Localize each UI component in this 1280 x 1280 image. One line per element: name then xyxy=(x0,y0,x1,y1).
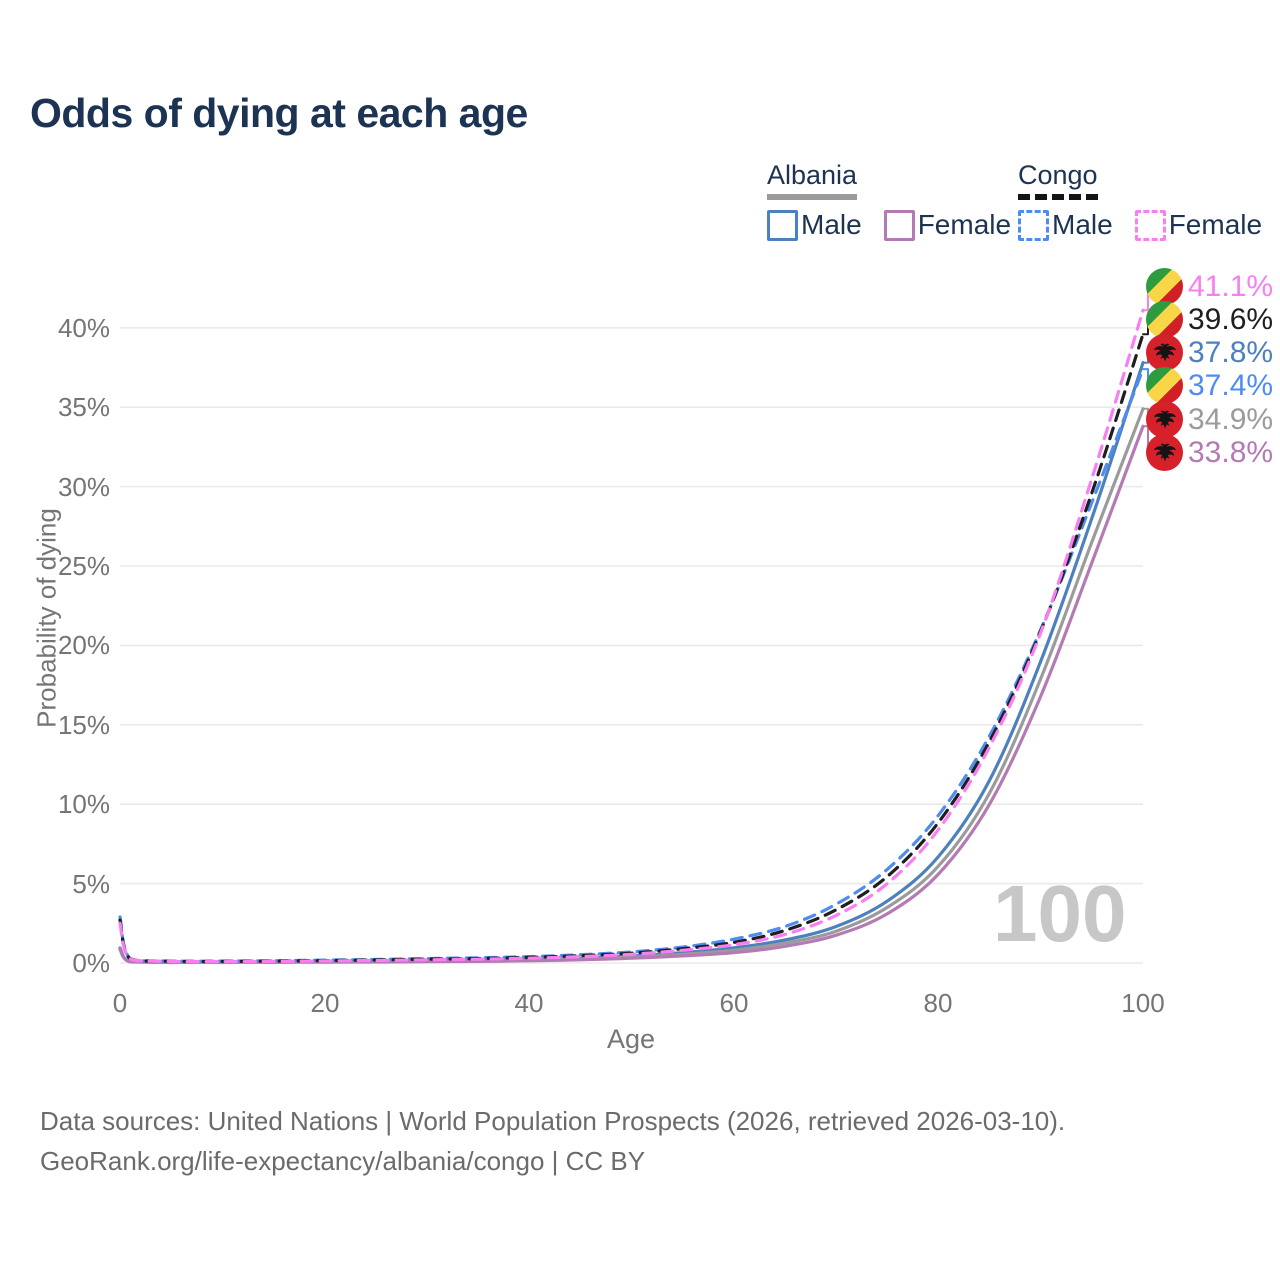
footer-attribution: GeoRank.org/life-expectancy/albania/cong… xyxy=(40,1146,646,1176)
eagle-icon xyxy=(1153,443,1176,461)
albania-flag-icon xyxy=(1146,334,1183,371)
eagle-icon xyxy=(1153,343,1176,361)
legend-country-albania[interactable]: Albania xyxy=(767,160,858,200)
end-label-albania-male: 37.8% xyxy=(1188,336,1274,369)
x-tick-60: 60 xyxy=(719,988,749,1018)
series-line-albania-female xyxy=(118,424,1145,965)
legend-label-congo-male: Male xyxy=(1052,209,1113,240)
x-axis-title: Age xyxy=(606,1024,656,1054)
end-label-congo-female: 41.1% xyxy=(1188,270,1274,303)
series-line-congo-male xyxy=(118,367,1145,963)
footer-data-sources: Data sources: United Nations | World Pop… xyxy=(40,1106,1066,1136)
x-tick-100: 100 xyxy=(1121,988,1165,1018)
end-label-congo-total: 39.6% xyxy=(1188,303,1274,336)
page-title: Odds of dying at each age xyxy=(30,90,528,136)
congo-flag-icon xyxy=(1146,367,1183,404)
y-tick-35: 35% xyxy=(57,392,110,422)
series-line-congo-female xyxy=(118,308,1145,964)
legend-country-congo[interactable]: Congo xyxy=(1018,160,1098,200)
y-tick-15: 15% xyxy=(57,710,110,740)
legend-checkbox-albania-female[interactable] xyxy=(883,209,915,241)
legend-label-albania-female: Female xyxy=(917,209,1012,240)
albania-flag-icon xyxy=(1146,434,1183,471)
congo-flag-icon xyxy=(1146,268,1183,305)
legend-group-congo: Congo Male Female xyxy=(1018,160,1280,241)
y-tick-25: 25% xyxy=(57,551,110,581)
x-tick-20: 20 xyxy=(310,988,340,1018)
series-line-albania xyxy=(118,407,1145,965)
legend-checkbox-congo-female[interactable] xyxy=(1134,209,1166,241)
x-tick-80: 80 xyxy=(923,988,953,1018)
legend-label-albania-male: Male xyxy=(801,209,862,240)
y-tick-10: 10% xyxy=(57,789,110,819)
legend-group-albania: Albania Male Female xyxy=(767,160,1033,241)
albania-flag-icon xyxy=(1146,401,1183,438)
y-tick-5: 5% xyxy=(72,869,110,899)
x-tick-40: 40 xyxy=(514,988,544,1018)
y-tick-30: 30% xyxy=(57,472,110,502)
y-tick-0: 0% xyxy=(72,948,110,978)
end-label-congo-male: 37.4% xyxy=(1188,369,1274,402)
end-label-albania-total: 34.9% xyxy=(1188,403,1274,436)
y-tick-40: 40% xyxy=(57,313,110,343)
legend-checkbox-albania-male[interactable] xyxy=(767,209,798,241)
y-tick-20: 20% xyxy=(57,630,110,660)
eagle-icon xyxy=(1153,410,1176,428)
series-line-albania-male xyxy=(118,361,1145,965)
series-line-congo xyxy=(118,332,1145,964)
legend-checkbox-congo-male[interactable] xyxy=(1018,209,1049,241)
x-tick-0: 0 xyxy=(112,988,128,1018)
legend-label-congo-female: Female xyxy=(1168,209,1263,240)
end-label-albania-female: 33.8% xyxy=(1188,436,1274,469)
congo-flag-icon xyxy=(1146,301,1183,338)
